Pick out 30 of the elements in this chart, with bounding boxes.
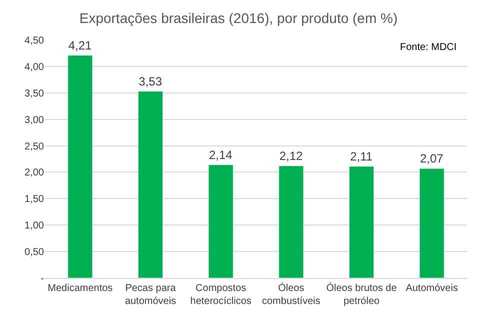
annotation: Fonte: MDCI bbox=[400, 42, 457, 53]
bar bbox=[419, 168, 444, 278]
chart-title: Exportações brasileiras (2016), por produto (em %) bbox=[79, 10, 398, 26]
x-tick-label: Óleos combustíveis bbox=[262, 282, 320, 307]
x-tick-label: Compostos heterocíclicos bbox=[190, 283, 252, 307]
y-tick-label: 1,50 bbox=[24, 194, 44, 206]
x-tick-label: Medicamentos bbox=[48, 283, 113, 294]
bar bbox=[68, 55, 93, 278]
y-tick-label: 4,50 bbox=[24, 36, 44, 46]
data-label: 2,11 bbox=[350, 149, 373, 164]
y-tick-label: 0,50 bbox=[24, 247, 44, 258]
y-tick-label: 2,00 bbox=[24, 168, 44, 179]
y-tick-label: - bbox=[40, 274, 44, 284]
y-tick-label: 2,50 bbox=[24, 141, 44, 152]
data-label: 2,07 bbox=[420, 152, 444, 166]
bar bbox=[348, 166, 374, 278]
bar bbox=[278, 166, 304, 278]
bar bbox=[138, 91, 164, 278]
y-tick-label: 4,00 bbox=[24, 62, 44, 73]
x-tick-label: Óleos brutos de petróleo bbox=[326, 282, 398, 307]
y-tick-label: 1,00 bbox=[24, 220, 44, 232]
y-tick-label: 3,00 bbox=[24, 114, 44, 126]
bar bbox=[208, 164, 234, 278]
x-tick-label: Pecas para automóveis bbox=[124, 283, 176, 307]
data-label: 2,14 bbox=[208, 148, 233, 162]
data-label: 2,12 bbox=[279, 148, 304, 163]
data-label: 4,21 bbox=[68, 38, 92, 52]
x-tick-label: Automóveis bbox=[406, 283, 458, 294]
y-tick-label: 3,50 bbox=[24, 88, 44, 100]
data-label: 3,53 bbox=[138, 74, 162, 88]
